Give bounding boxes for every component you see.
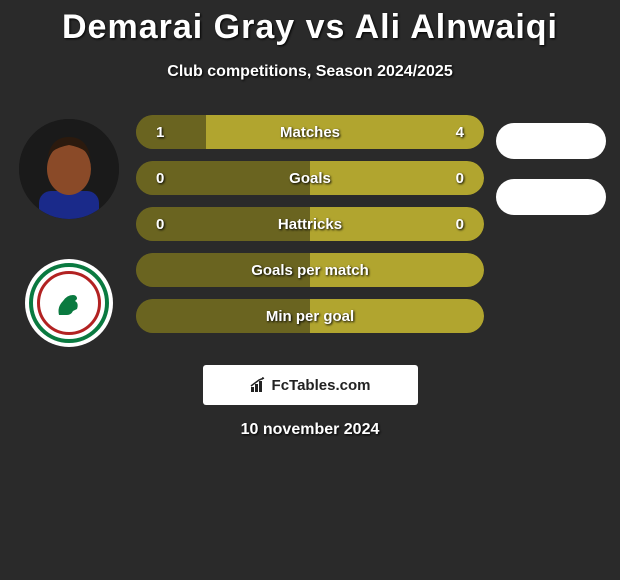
player-right-avatar-blank bbox=[496, 179, 606, 215]
footer-date: 10 november 2024 bbox=[10, 421, 610, 439]
stat-label: Goals bbox=[136, 170, 484, 187]
face-shape bbox=[47, 143, 91, 195]
stat-value-right: 0 bbox=[444, 170, 464, 187]
comparison-card: Demarai Gray vs Ali Alnwaiqi Club compet… bbox=[0, 0, 620, 459]
stat-row: 0Hattricks0 bbox=[136, 207, 484, 241]
stat-value-right: 4 bbox=[444, 124, 464, 141]
badge-center bbox=[45, 279, 93, 327]
stat-row: 1Matches4 bbox=[136, 115, 484, 149]
stat-value-right: 0 bbox=[444, 216, 464, 233]
right-avatar-column bbox=[496, 111, 606, 215]
brand-text: FcTables.com bbox=[272, 377, 371, 394]
brand-badge: FcTables.com bbox=[203, 365, 418, 405]
stat-label: Min per goal bbox=[136, 308, 484, 325]
player-left-avatar bbox=[19, 119, 119, 219]
player-right-avatar-blank bbox=[496, 123, 606, 159]
stat-label: Goals per match bbox=[136, 262, 484, 279]
stat-row: 0Goals0 bbox=[136, 161, 484, 195]
club-badge bbox=[25, 259, 113, 347]
avatar-illustration bbox=[19, 119, 119, 219]
stat-bars: 1Matches40Goals00Hattricks0Goals per mat… bbox=[136, 111, 484, 333]
chart-icon bbox=[250, 377, 268, 393]
stat-row: Goals per match bbox=[136, 253, 484, 287]
stat-row: Min per goal bbox=[136, 299, 484, 333]
subtitle: Club competitions, Season 2024/2025 bbox=[10, 63, 610, 81]
stat-label: Matches bbox=[136, 124, 484, 141]
left-avatar-column bbox=[14, 111, 124, 347]
stat-label: Hattricks bbox=[136, 216, 484, 233]
title: Demarai Gray vs Ali Alnwaiqi bbox=[10, 8, 610, 47]
horse-icon bbox=[49, 283, 89, 323]
jersey-shape bbox=[39, 191, 99, 219]
stats-area: 1Matches40Goals00Hattricks0Goals per mat… bbox=[10, 111, 610, 347]
